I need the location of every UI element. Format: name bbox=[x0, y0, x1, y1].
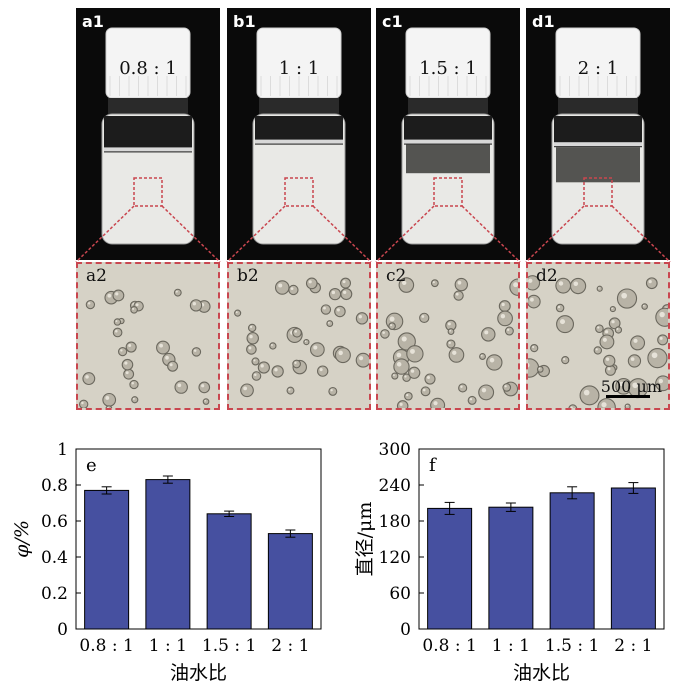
scale-bar-label: 500 μm bbox=[600, 377, 662, 396]
y-tick-label: 240 bbox=[379, 476, 411, 496]
plot-frame bbox=[418, 448, 665, 630]
bar bbox=[427, 507, 473, 630]
x-tick-label: 1.5 : 1 bbox=[202, 636, 256, 656]
y-tick-label: 0 bbox=[400, 620, 411, 640]
panel-label: a1 bbox=[82, 12, 104, 31]
vial-photo-d1: d1 2 : 1 bbox=[526, 8, 670, 260]
vial-ratio-label: 1 : 1 bbox=[278, 58, 320, 79]
y-tick-label: 0.4 bbox=[41, 548, 68, 568]
micrograph-b2: b2 bbox=[227, 262, 371, 410]
y-tick-label: 60 bbox=[389, 584, 411, 604]
chart-e: 0 0.2 0.4 0.6 0.8 1 0.8 : 1 1 : 1 1.5 : 1 2 : 1 e 油… bbox=[11, 440, 322, 684]
x-axis-label: 油水比 bbox=[513, 662, 570, 684]
plot-frame bbox=[75, 448, 322, 630]
bar bbox=[84, 489, 130, 630]
y-tick-label: 0.6 bbox=[41, 512, 68, 532]
panel-label: a2 bbox=[86, 266, 107, 286]
x-tick-label: 0.8 : 1 bbox=[422, 636, 476, 656]
micrograph-d2: d2 500 μm bbox=[526, 262, 670, 410]
y-tick-label: 1 bbox=[57, 440, 68, 460]
bar bbox=[549, 492, 595, 630]
vial-ratio-label: 2 : 1 bbox=[577, 58, 619, 79]
droplet-texture bbox=[79, 288, 211, 408]
panel-label: d2 bbox=[536, 266, 558, 286]
vial-drawing bbox=[401, 27, 495, 245]
bar bbox=[610, 487, 656, 630]
vial-ratio-label: 0.8 : 1 bbox=[119, 58, 177, 79]
panel-label: b2 bbox=[237, 266, 259, 286]
bar bbox=[488, 506, 534, 630]
vial-photo-a1: a1 0.8 : 1 bbox=[76, 8, 220, 260]
x-tick-label: 1.5 : 1 bbox=[545, 636, 599, 656]
vial-drawing bbox=[252, 27, 346, 245]
droplet-texture bbox=[528, 275, 668, 408]
bar bbox=[145, 479, 191, 630]
panel-label: c2 bbox=[386, 266, 407, 286]
x-tick-label: 1 : 1 bbox=[149, 636, 187, 656]
panel-label: f bbox=[429, 455, 437, 476]
y-tick-label: 0.2 bbox=[41, 584, 68, 604]
bar bbox=[267, 533, 313, 630]
x-tick-label: 2 : 1 bbox=[271, 636, 309, 656]
bar bbox=[206, 513, 252, 630]
micrograph-a2: a2 bbox=[76, 262, 220, 410]
y-axis-label: 直径/μm bbox=[354, 502, 376, 577]
x-tick-label: 0.8 : 1 bbox=[79, 636, 133, 656]
panel-label: e bbox=[86, 455, 97, 476]
vial-drawing bbox=[551, 27, 645, 245]
vial-drawing bbox=[101, 27, 195, 245]
y-tick-label: 180 bbox=[379, 512, 411, 532]
vial-ratio-label: 1.5 : 1 bbox=[419, 58, 477, 79]
y-tick-label: 300 bbox=[379, 440, 411, 460]
x-axis-label: 油水比 bbox=[170, 662, 227, 684]
droplet-texture bbox=[380, 277, 518, 408]
x-tick-label: 1 : 1 bbox=[492, 636, 530, 656]
y-axis-label: φ/% bbox=[11, 520, 33, 558]
panel-label: c1 bbox=[382, 12, 403, 31]
vial-photo-c1: c1 1.5 : 1 bbox=[376, 8, 520, 260]
panel-label: d1 bbox=[532, 12, 555, 31]
y-tick-label: 0.8 bbox=[41, 476, 68, 496]
micrograph-c2: c2 bbox=[376, 262, 520, 410]
chart-f: 0 60 120 180 240 300 0.8 : 1 1 : 1 1.5 : 1 2 : 1 f… bbox=[354, 440, 665, 684]
y-tick-label: 0 bbox=[57, 620, 68, 640]
vial-photo-b1: b1 1 : 1 bbox=[227, 8, 371, 260]
panel-label: b1 bbox=[233, 12, 256, 31]
droplet-texture bbox=[234, 277, 369, 398]
x-tick-label: 2 : 1 bbox=[614, 636, 652, 656]
y-tick-label: 120 bbox=[379, 548, 411, 568]
scale-bar bbox=[606, 395, 650, 398]
